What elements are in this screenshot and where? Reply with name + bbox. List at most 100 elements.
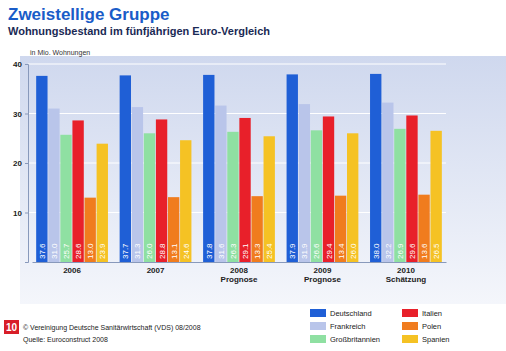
data-label: 31.9 <box>300 243 309 259</box>
legend-label: Spanien <box>422 335 450 344</box>
bar <box>85 198 96 262</box>
page-number: 10 <box>6 322 18 333</box>
legend-label: Frankreich <box>330 322 365 331</box>
data-label: 37.6 <box>38 243 47 259</box>
y-tick-label: 40 <box>13 60 22 69</box>
legend-swatch <box>402 322 418 330</box>
bar <box>335 196 346 262</box>
data-label: 37.8 <box>205 243 214 259</box>
x-tick-label: 2009Prognose <box>304 266 341 284</box>
footnote: © Vereinigung Deutsche Sanitärwirtschaft… <box>23 324 201 332</box>
data-label: 26.9 <box>396 243 405 259</box>
bar <box>239 118 250 262</box>
y-tick-mark <box>25 213 28 214</box>
bar <box>370 74 381 262</box>
x-tick: 2008Prognose <box>221 262 258 284</box>
x-tick: 2007 <box>147 262 165 275</box>
data-label: 13.6 <box>420 243 429 259</box>
legend-swatch <box>310 309 326 317</box>
bar <box>156 119 167 262</box>
legend-label: Italien <box>422 309 442 318</box>
data-label: 13.0 <box>86 243 95 259</box>
legend-swatch <box>310 335 326 343</box>
data-label: 31.3 <box>133 243 142 259</box>
legend-swatch <box>402 335 418 343</box>
bar <box>418 195 429 262</box>
y-tick-mark <box>25 163 28 164</box>
data-label: 29.4 <box>325 243 334 259</box>
bar <box>382 103 393 262</box>
y-axis-line <box>25 65 29 263</box>
bar <box>168 197 179 262</box>
y-tick: 30 <box>13 110 28 119</box>
bar <box>36 76 47 262</box>
chart: Zweistellige GruppeWohnungsbestand im fü… <box>0 0 506 351</box>
bar <box>394 129 405 262</box>
data-label: 26.3 <box>229 243 238 259</box>
data-label: 25.4 <box>265 243 274 259</box>
legend-swatch <box>402 309 418 317</box>
y-tick-mark <box>25 64 28 65</box>
bar <box>60 135 71 262</box>
bar <box>430 131 441 262</box>
bar <box>48 109 59 262</box>
subtitle: Wohnungsbestand im fünfjährigen Euro-Ver… <box>8 25 270 37</box>
data-labels: 37.637.737.837.938.031.031.331.631.932.2… <box>38 243 441 259</box>
data-label: 26.0 <box>349 243 358 259</box>
bar <box>287 74 298 262</box>
bar <box>72 120 83 262</box>
bar <box>144 133 155 262</box>
data-label: 37.9 <box>288 243 297 259</box>
bar <box>97 144 108 262</box>
data-label: 26.6 <box>312 243 321 259</box>
bar <box>120 75 131 262</box>
data-label: 28.6 <box>74 243 83 259</box>
x-tick: 2009Prognose <box>304 262 341 284</box>
x-tick-label: 2008Prognose <box>221 266 258 284</box>
y-tick-mark <box>25 114 28 115</box>
data-label: 29.1 <box>241 243 250 259</box>
data-label: 38.0 <box>372 243 381 259</box>
data-label: 13.3 <box>253 243 262 259</box>
x-tick: 2010Schätzung <box>386 262 427 284</box>
data-label: 31.6 <box>217 243 226 259</box>
y-tick-label: 30 <box>13 110 22 119</box>
data-label: 24.6 <box>182 243 191 259</box>
x-tick-label: 2007 <box>147 266 165 275</box>
x-tick-label: 2006 <box>63 266 81 275</box>
data-label: 28.8 <box>158 243 167 259</box>
legend-label: Polen <box>422 322 441 331</box>
bar <box>323 116 334 262</box>
x-tick-label: 2010Schätzung <box>386 266 427 284</box>
y-tick: 10 <box>13 209 28 218</box>
bar <box>251 196 262 262</box>
data-label: 23.9 <box>98 243 107 259</box>
y-tick-label: 10 <box>13 209 22 218</box>
data-label: 32.2 <box>384 243 393 259</box>
bar <box>406 115 417 262</box>
legend-label: Deutschland <box>330 309 372 318</box>
bars <box>36 74 442 262</box>
y-tick: 20 <box>13 159 28 168</box>
bar <box>203 75 214 262</box>
footnote: Quelle: Euroconstruct 2008 <box>23 336 108 344</box>
bar <box>132 107 143 262</box>
legend: Deutschland Frankreich Großbritannien Itali… <box>310 309 450 344</box>
bar <box>180 140 191 262</box>
legend-label: Großbritannien <box>330 335 380 344</box>
data-label: 37.7 <box>121 243 130 259</box>
bar <box>299 104 310 262</box>
y-axis: 10 20 30 40 <box>13 60 28 262</box>
data-label: 26.0 <box>145 243 154 259</box>
bar <box>347 133 358 262</box>
data-label: 13.4 <box>337 243 346 259</box>
data-label: 13.1 <box>170 243 179 259</box>
data-label: 25.7 <box>62 243 71 259</box>
x-tick: 2006 <box>63 262 81 275</box>
bar <box>215 106 226 262</box>
y-tick: 40 <box>13 60 28 69</box>
bar <box>227 132 238 262</box>
data-label: 26.5 <box>432 243 441 259</box>
bar <box>264 136 275 262</box>
page-number-box <box>4 320 19 334</box>
